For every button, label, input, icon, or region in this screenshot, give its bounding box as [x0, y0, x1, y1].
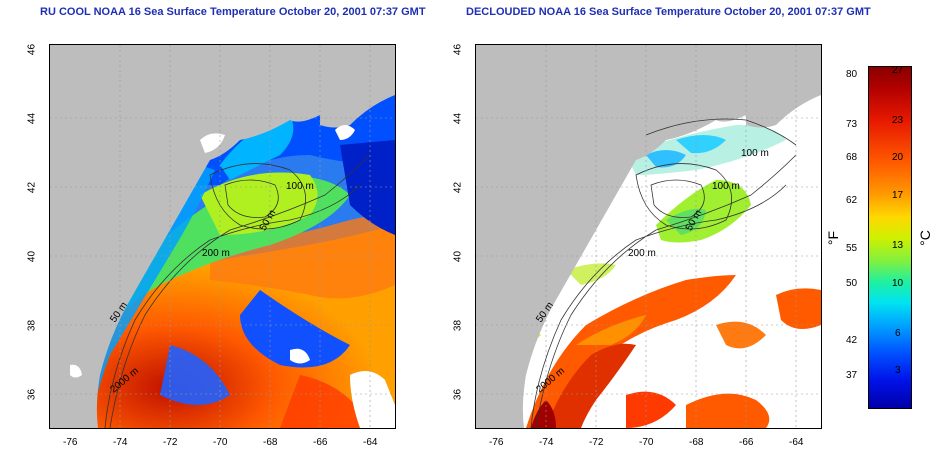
- contour-label-200m: 200 m: [628, 248, 656, 259]
- lat-tick-right: 42: [452, 181, 464, 194]
- lat-tick-left: 44: [26, 112, 38, 125]
- fahrenheit-tick: 80: [846, 69, 858, 80]
- lon-tick-left: -72: [163, 437, 178, 448]
- lon-tick-left: -64: [363, 437, 378, 448]
- fahrenheit-tick: 73: [846, 119, 858, 130]
- lon-tick-right: -68: [689, 437, 704, 448]
- sst-map-left: 100 m 50 m 200 m 50 m 2000 m: [49, 44, 396, 429]
- contour-label-100m: 100 m: [286, 181, 314, 192]
- fahrenheit-tick: 50: [846, 278, 858, 289]
- lon-tick-left: -70: [213, 437, 228, 448]
- lon-tick-right: -66: [739, 437, 754, 448]
- celsius-tick: 10: [892, 278, 904, 289]
- fahrenheit-tick: 55: [846, 243, 858, 254]
- lon-tick-right: -74: [539, 437, 554, 448]
- fahrenheit-tick: 68: [846, 152, 858, 163]
- lat-tick-right: 38: [452, 319, 464, 332]
- lon-tick-right: -72: [589, 437, 604, 448]
- lon-tick-right: -70: [639, 437, 654, 448]
- lon-tick-left: -74: [113, 437, 128, 448]
- celsius-unit-label: °C: [916, 230, 933, 246]
- fahrenheit-unit-label: °F: [825, 230, 842, 246]
- celsius-tick: 20: [892, 152, 904, 163]
- sst-map-right: 100 m 100 m 50 m 200 m 50 m 2000 m: [475, 44, 822, 429]
- contour-label-200m: 200 m: [202, 248, 230, 259]
- lat-tick-right: 44: [452, 112, 464, 125]
- lon-tick-right: -64: [789, 437, 804, 448]
- lat-tick-left: 42: [26, 181, 38, 194]
- temperature-colorbar: [868, 66, 912, 409]
- title-right: DECLOUDED NOAA 16 Sea Surface Temperatur…: [466, 6, 871, 18]
- celsius-tick: 17: [892, 190, 904, 201]
- fahrenheit-tick: 37: [846, 370, 858, 381]
- lat-tick-right: 46: [452, 43, 464, 56]
- fahrenheit-tick: 42: [846, 335, 858, 346]
- contour-label-100m: 100 m: [712, 181, 740, 192]
- fahrenheit-tick: 62: [846, 195, 858, 206]
- lat-tick-left: 38: [26, 319, 38, 332]
- celsius-tick: 23: [892, 115, 904, 126]
- lat-tick-left: 40: [26, 250, 38, 263]
- lat-tick-right: 40: [452, 250, 464, 263]
- lat-tick-left: 46: [26, 43, 38, 56]
- lat-tick-right: 36: [452, 388, 464, 401]
- celsius-tick: 27: [892, 65, 904, 76]
- lat-tick-left: 36: [26, 388, 38, 401]
- lon-tick-right: -76: [489, 437, 504, 448]
- lon-tick-left: -76: [63, 437, 78, 448]
- lon-tick-left: -68: [263, 437, 278, 448]
- celsius-tick: 3: [895, 365, 901, 376]
- celsius-tick: 13: [892, 240, 904, 251]
- title-left: RU COOL NOAA 16 Sea Surface Temperature …: [40, 6, 426, 18]
- celsius-tick: 6: [895, 328, 901, 339]
- lon-tick-left: -66: [313, 437, 328, 448]
- sst-map-left-graphic: [50, 45, 395, 428]
- contour-label-100m-north: 100 m: [741, 148, 769, 159]
- sst-map-right-graphic: [476, 45, 821, 428]
